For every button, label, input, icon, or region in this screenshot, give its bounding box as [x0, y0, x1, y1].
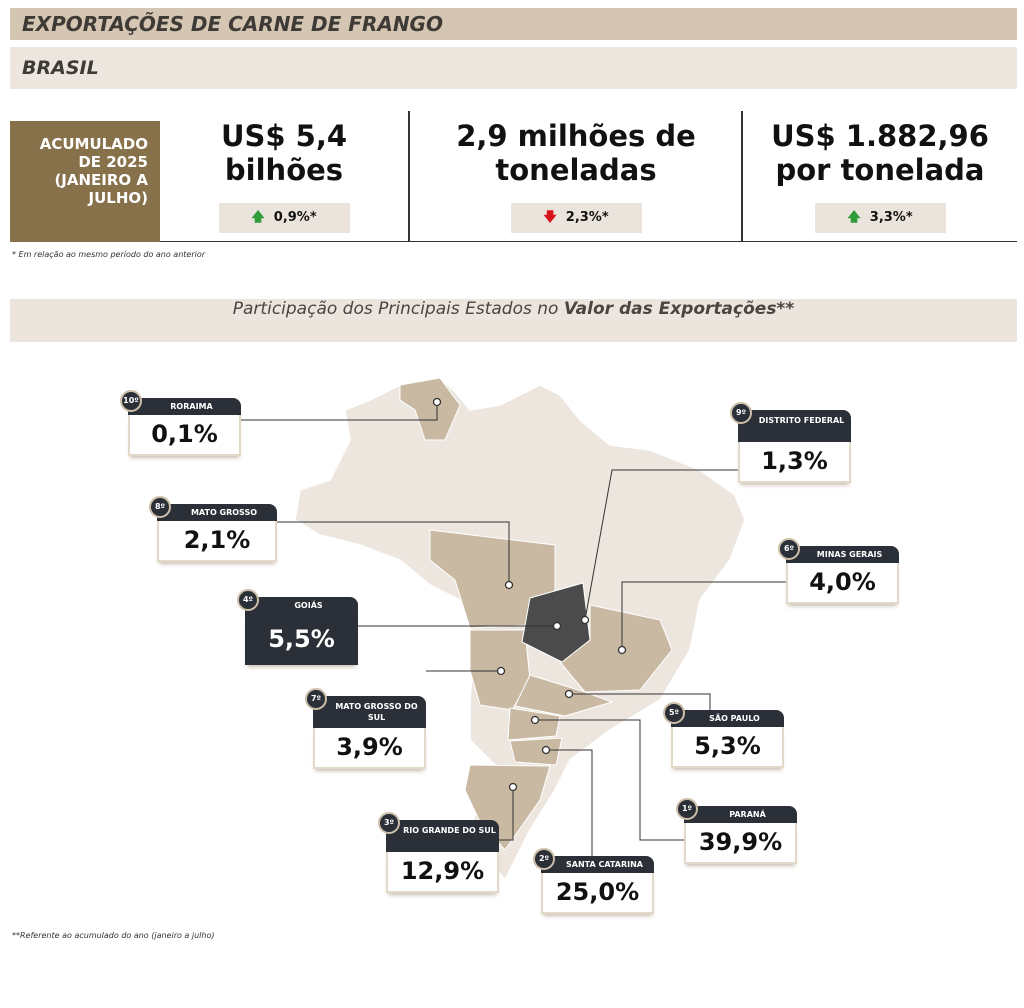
state-card-mato-grosso: 8º MATO GROSSO 2,1% [149, 496, 277, 562]
change-badge: 🡅 0,9%* [218, 203, 350, 233]
kpi-line: bilhões [224, 153, 344, 187]
state-card-parana: 1º PARANÁ 39,9% [676, 798, 797, 864]
rank-badge: 8º [149, 496, 171, 518]
state-card-santa-catarina: 2º SANTA CATARINA 25,0% [533, 848, 654, 914]
state-sao-paulo [514, 674, 614, 717]
kpi-value: US$ 5,4 bilhões 🡅 0,9%* [160, 111, 408, 242]
state-card-distrito-federal: 9º DISTRITO FEDERAL 1,3% [730, 402, 851, 483]
rank-badge: 6º [778, 538, 800, 560]
state-roraima [399, 377, 461, 441]
state-name: RORAIMA [128, 398, 241, 415]
change-value: 3,3%* [869, 210, 913, 225]
change-badge: 🡅 3,3%* [814, 203, 946, 233]
kpi-line: por tonelada [775, 153, 985, 187]
section-title-text: Participação dos Principais Estados no [232, 299, 564, 319]
period-line: ACUMULADO [39, 135, 148, 153]
kpi-line: US$ 5,4 [220, 119, 348, 153]
state-share: 5,5% [245, 614, 358, 665]
period-box: ACUMULADO DE 2025 (JANEIRO A JULHO) [10, 121, 160, 242]
state-card-goias: 4º GOIÁS 5,5% [237, 589, 358, 665]
state-share: 25,0% [541, 873, 654, 914]
period-line: DE 2025 [78, 153, 148, 171]
period-line: JULHO) [88, 189, 148, 207]
state-name: MATO GROSSO DO SUL [313, 696, 426, 728]
rank-badge: 4º [237, 589, 259, 611]
page-title: EXPORTAÇÕES DE CARNE DE FRANGO [10, 8, 1017, 40]
state-share: 12,9% [386, 852, 499, 893]
footnote: * Em relação ao mesmo período do ano ant… [12, 250, 206, 259]
state-santa-catarina [509, 737, 563, 766]
state-share: 4,0% [786, 563, 899, 604]
state-share: 3,9% [313, 728, 426, 769]
arrow-up-icon: 🡅 [251, 210, 265, 225]
state-name: DISTRITO FEDERAL [738, 410, 851, 442]
state-card-rio-grande-do-sul: 3º RIO GRANDE DO SUL 12,9% [378, 812, 499, 893]
period-line: (JANEIRO A [54, 171, 148, 189]
kpi-line: US$ 1.882,96 [771, 119, 989, 153]
kpi-volume: 2,9 milhões de toneladas 🡇 2,3%* [410, 111, 742, 242]
state-share: 5,3% [671, 727, 784, 768]
connector-lines [241, 402, 786, 856]
section-title-bold: Valor das Exportações** [563, 299, 795, 319]
state-name: PARANÁ [684, 806, 797, 823]
state-name: MATO GROSSO [157, 504, 277, 521]
state-name: MINAS GERAIS [786, 546, 899, 563]
arrow-up-icon: 🡅 [847, 210, 861, 225]
region-title: BRASIL [10, 47, 1017, 89]
kpi-panel: ACUMULADO DE 2025 (JANEIRO A JULHO) US$ … [10, 111, 1017, 242]
state-card-roraima: 10º RORAIMA 0,1% [120, 390, 241, 456]
rank-badge: 9º [730, 402, 752, 424]
change-badge: 🡇 2,3%* [510, 203, 642, 233]
state-markers [432, 397, 627, 792]
kpi-line: 2,9 milhões de [456, 119, 696, 153]
state-share: 1,3% [738, 442, 851, 483]
rank-badge: 7º [305, 688, 327, 710]
state-card-minas-gerais: 6º MINAS GERAIS 4,0% [778, 538, 899, 604]
rank-badge: 3º [378, 812, 400, 834]
divider [408, 111, 410, 242]
section-title: Participação dos Principais Estados no V… [10, 299, 1017, 342]
change-value: 2,3%* [565, 210, 609, 225]
change-value: 0,9%* [273, 210, 317, 225]
rank-badge: 5º [663, 702, 685, 724]
divider [741, 111, 743, 242]
state-name: SANTA CATARINA [541, 856, 654, 873]
kpi-line: toneladas [495, 153, 657, 187]
state-name: GOIÁS [245, 597, 358, 614]
rank-badge: 1º [676, 798, 698, 820]
kpi-price: US$ 1.882,96 por tonelada 🡅 3,3%* [743, 111, 1017, 242]
arrow-down-icon: 🡇 [543, 210, 557, 225]
rank-badge: 2º [533, 848, 555, 870]
state-name: RIO GRANDE DO SUL [386, 820, 499, 852]
state-share: 2,1% [157, 521, 277, 562]
brazil-outline [294, 377, 746, 882]
rank-badge: 10º [120, 390, 142, 412]
footnote: **Referente ao acumulado do ano (janeiro… [12, 931, 215, 940]
state-name: SÃO PAULO [671, 710, 784, 727]
state-share: 39,9% [684, 823, 797, 864]
state-card-mato-grosso-do-sul: 7º MATO GROSSO DO SUL 3,9% [305, 688, 426, 769]
state-share: 0,1% [128, 415, 241, 456]
state-card-sao-paulo: 5º SÃO PAULO 5,3% [663, 702, 784, 768]
